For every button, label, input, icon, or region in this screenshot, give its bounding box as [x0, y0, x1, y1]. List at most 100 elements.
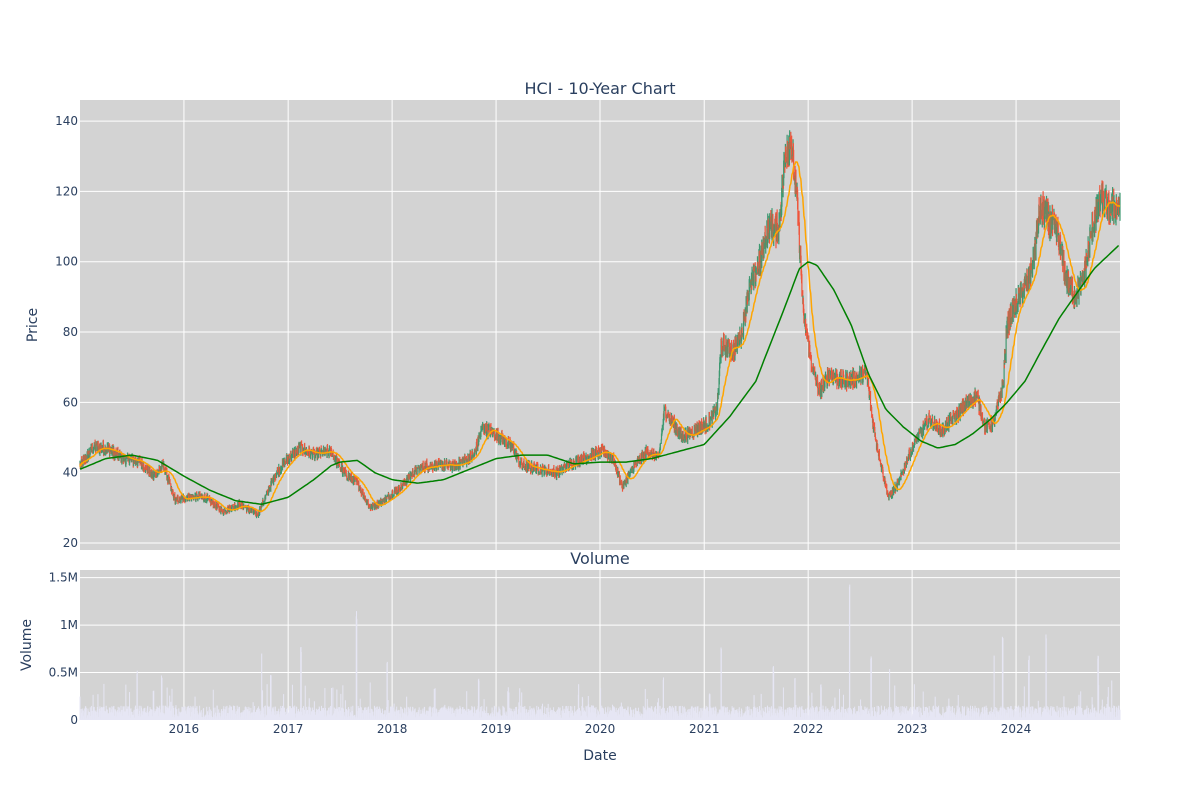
volume-bar [766, 705, 768, 720]
volume-bar [889, 669, 891, 720]
volume-bar [85, 706, 87, 720]
volume-bar [522, 709, 524, 720]
volume-bar [974, 711, 976, 720]
volume-bar [246, 707, 248, 720]
volume-bar [177, 716, 179, 720]
volume-bar [645, 711, 647, 720]
volume-bar [720, 648, 722, 720]
volume-bar [275, 715, 277, 720]
volume-bar [286, 709, 288, 720]
volume-bar [661, 707, 663, 720]
volume-bar [602, 707, 604, 720]
volume-bar [633, 709, 635, 720]
volume-bar [162, 713, 164, 720]
volume-bar [729, 713, 731, 720]
volume-bar [826, 708, 828, 720]
volume-bar [404, 708, 406, 720]
volume-bar [211, 717, 213, 720]
volume-bar [462, 707, 464, 720]
volume-bar [655, 708, 657, 720]
volume-bar [991, 711, 993, 720]
volume-bar [412, 707, 414, 720]
volume-bar [454, 710, 456, 720]
volume-bar [928, 715, 930, 720]
volume-y-ticks: 0 0.5M 1M 1.5M [49, 571, 78, 727]
volume-bar [432, 706, 434, 720]
volume-bar [707, 706, 709, 720]
volume-bar [739, 713, 741, 720]
volume-bar [858, 705, 860, 720]
volume-bar [831, 706, 833, 720]
volume-bar [860, 699, 862, 720]
volume-bar [760, 693, 762, 720]
volume-bar [378, 706, 380, 720]
volume-bar [962, 708, 964, 720]
volume-bar [301, 711, 303, 720]
volume-bar [422, 711, 424, 720]
volume-bar [878, 707, 880, 720]
volume-bar [563, 708, 565, 720]
volume-bar [424, 706, 426, 720]
volume-bar [513, 712, 515, 720]
volume-bar [428, 707, 430, 720]
volume-bar [970, 708, 972, 720]
volume-bar [458, 708, 460, 720]
volume-bar [659, 715, 661, 720]
volume-bar [189, 716, 191, 720]
volume-bar [368, 709, 370, 720]
volume-bar [324, 688, 326, 720]
volume-bar [820, 687, 822, 720]
volume-bar [765, 707, 767, 720]
volume-bar [352, 705, 354, 720]
volume-bar [312, 710, 314, 720]
volume-bar [81, 708, 83, 720]
volume-bar [171, 688, 173, 720]
volume-bar [1008, 708, 1010, 720]
volume-bar [651, 709, 653, 720]
volume-bar [633, 714, 635, 720]
volume-bar [685, 711, 687, 720]
volume-bar [310, 707, 312, 720]
volume-bar [509, 707, 511, 720]
volume-bar [592, 705, 594, 720]
volume-bar [657, 698, 659, 720]
volume-bar [978, 709, 980, 720]
volume-bar [181, 706, 183, 720]
volume-bar [264, 705, 266, 720]
volume-bar [697, 706, 699, 720]
volume-bar [314, 711, 316, 720]
volume-bar [433, 688, 435, 720]
volume-bar [397, 710, 399, 720]
volume-bar [185, 713, 187, 720]
volume-bar [570, 713, 572, 720]
volume-bar [236, 709, 238, 720]
volume-bar [488, 715, 490, 720]
volume-bar [964, 706, 966, 720]
volume-bar [90, 705, 92, 720]
volume-bar [938, 713, 940, 720]
volume-bar [317, 709, 319, 720]
volume-bar [253, 711, 255, 720]
volume-bar [550, 710, 552, 720]
volume-bar [504, 714, 506, 720]
volume-y-tick: 1.5M [49, 571, 78, 585]
volume-bar [472, 716, 474, 720]
volume-bar [930, 711, 932, 720]
volume-bar [209, 713, 211, 720]
volume-bar [754, 711, 756, 720]
volume-bar [515, 706, 517, 720]
volume-bar [461, 707, 463, 720]
volume-bar [886, 708, 888, 720]
volume-bar [557, 707, 559, 720]
volume-bar [241, 715, 243, 720]
volume-y-tick: 0.5M [49, 666, 78, 680]
volume-bar [665, 710, 667, 720]
volume-bar [532, 708, 534, 720]
volume-bar [807, 715, 809, 720]
volume-bar [559, 714, 561, 720]
volume-bar [588, 704, 590, 720]
volume-bar [136, 670, 138, 720]
volume-bar [946, 708, 948, 720]
volume-bar [584, 711, 586, 720]
